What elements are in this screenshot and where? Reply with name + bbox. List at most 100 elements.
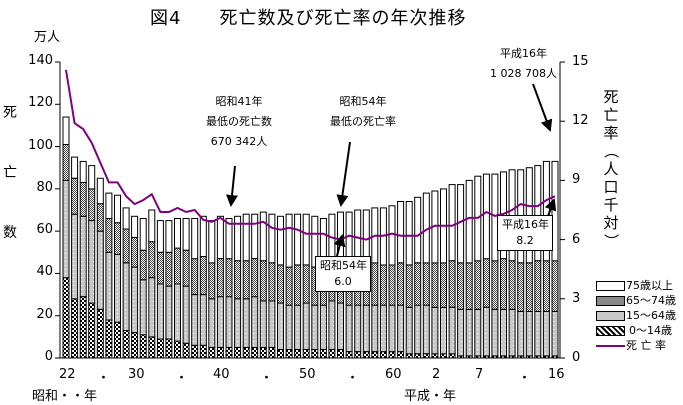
bar-segment-75plus — [259, 211, 267, 262]
bar-segment-65-74 — [182, 249, 190, 287]
bar-segment-0-14 — [225, 346, 233, 359]
legend-item: 65～74歳 — [596, 293, 676, 308]
bar-segment-65-74 — [379, 264, 387, 306]
bar-segment-65-74 — [191, 258, 199, 296]
annotation-line: 670 342人 — [210, 135, 268, 148]
bar-segment-65-74 — [440, 262, 447, 308]
bar-segment-75plus — [122, 207, 130, 230]
legend-swatch — [596, 281, 625, 291]
right-axis-tick-label: 0 — [572, 350, 581, 365]
annotation-line: 昭和41年 — [215, 95, 263, 108]
legend: 75歳以上 65～74歳 15～64歳 0～14歳 死 亡 率 — [596, 278, 676, 353]
bar-segment-15-64 — [405, 306, 413, 355]
bar-segment-65-74 — [414, 262, 422, 306]
bar-segment-15-64 — [216, 296, 224, 348]
x-axis-tick-label: 16 — [548, 367, 565, 382]
bar-segment-0-14 — [311, 349, 319, 359]
bar-segment-75plus — [182, 218, 190, 251]
legend-label: 65～74歳 — [626, 294, 676, 307]
bar-segment-15-64 — [337, 302, 344, 350]
bar-segment-65-74 — [79, 182, 87, 217]
bar-segment-15-64 — [62, 179, 70, 279]
bar-segment-15-64 — [362, 304, 370, 353]
right-axis-label-char: 亡 — [603, 106, 619, 124]
bar-segment-65-74 — [491, 260, 499, 310]
bar-segment-75plus — [294, 213, 302, 266]
bar-segment-0-14 — [96, 308, 104, 359]
x-axis-tick-label: ・ — [260, 371, 274, 386]
bar-segment-75plus — [242, 213, 250, 262]
right-axis-tick-label: 6 — [572, 231, 581, 247]
left-axis-tick-label: 140 — [28, 53, 53, 68]
right-axis-label-char: 人 — [603, 160, 619, 178]
left-axis-tick-label: 80 — [36, 179, 53, 195]
bar-segment-15-64 — [259, 300, 267, 348]
bar-segment-65-74 — [242, 260, 250, 300]
bar-segment-65-74 — [405, 264, 413, 308]
legend-label: 75歳以上 — [626, 279, 673, 292]
legend-swatch — [596, 296, 625, 306]
bar-segment-15-64 — [371, 304, 379, 353]
bar-segment-75plus — [96, 177, 104, 205]
legend-item: 15～64歳 — [596, 308, 676, 323]
right-axis-label-char: 率 — [603, 124, 619, 142]
bar-segment-75plus — [131, 215, 139, 238]
x-axis-tick-label: 40 — [213, 367, 230, 382]
bar-segment-65-74 — [216, 258, 224, 298]
bar-segment-75plus — [71, 156, 79, 179]
x-axis-tick-label: ・ — [518, 371, 532, 386]
bar-segment-0-14 — [440, 353, 447, 359]
bar-segment-75plus — [62, 116, 70, 145]
right-axis-label-char: 死 — [603, 88, 619, 106]
bar-segment-0-14 — [174, 340, 181, 359]
bar-segment-65-74 — [208, 262, 216, 300]
bar-segment-65-74 — [534, 260, 542, 312]
legend-item: 0～14歳 — [596, 323, 676, 338]
bar-segment-75plus — [311, 215, 319, 268]
annotation-line: 8.2 — [516, 234, 534, 247]
bar-segment-15-64 — [294, 304, 302, 351]
bar-segment-15-64 — [388, 304, 396, 353]
bar-segment-0-14 — [88, 302, 96, 359]
bar-segment-0-14 — [234, 346, 242, 359]
bar-segment-15-64 — [114, 253, 121, 323]
bar-segment-65-74 — [285, 266, 293, 306]
chart-title: 図4 死亡数及び死亡率の年次推移 — [150, 8, 467, 29]
annotation-arrow — [336, 141, 351, 207]
bar-segment-0-14 — [371, 351, 379, 359]
bar-segment-75plus — [234, 215, 242, 262]
bar-segment-15-64 — [174, 283, 181, 342]
bar-segment-0-14 — [71, 298, 79, 359]
bar-segment-0-14 — [448, 353, 456, 359]
bar-segment-75plus — [285, 213, 293, 268]
bar-segment-0-14 — [414, 353, 422, 359]
bar-segment-75plus — [414, 196, 422, 264]
legend-swatch — [596, 311, 625, 321]
bar-segment-65-74 — [508, 260, 516, 310]
bar-segment-0-14 — [354, 351, 362, 359]
bar-segment-15-64 — [431, 306, 439, 355]
annotation-line: 昭和54年 — [320, 259, 367, 272]
bar-segment-65-74 — [448, 260, 456, 308]
bar-segment-0-14 — [259, 346, 267, 359]
bar-segment-15-64 — [379, 304, 387, 353]
annotation-line: 昭和54年 — [339, 95, 387, 108]
x-era-showa: 昭和・・年 — [32, 389, 98, 404]
bar-segment-0-14 — [148, 336, 156, 359]
bar-segment-75plus — [174, 218, 181, 249]
bar-segment-75plus — [191, 218, 199, 260]
annotation-line: 最低の死亡率 — [330, 115, 396, 128]
left-axis-tick-label: 20 — [36, 306, 53, 322]
bar-segment-65-74 — [457, 262, 465, 310]
bar-segment-15-64 — [165, 285, 173, 340]
bar-segment-75plus — [88, 165, 96, 190]
bar-segment-15-64 — [440, 306, 447, 355]
bar-segment-15-64 — [482, 306, 490, 357]
bar-segment-65-74 — [294, 264, 302, 306]
bar-segment-65-74 — [165, 251, 173, 287]
left-axis-label: 死 亡 数 — [2, 100, 18, 246]
bar-segment-15-64 — [457, 308, 465, 357]
x-axis-tick-label: ・ — [97, 371, 111, 386]
bar-segment-65-74 — [114, 222, 121, 255]
bar-segment-0-14 — [191, 344, 199, 359]
